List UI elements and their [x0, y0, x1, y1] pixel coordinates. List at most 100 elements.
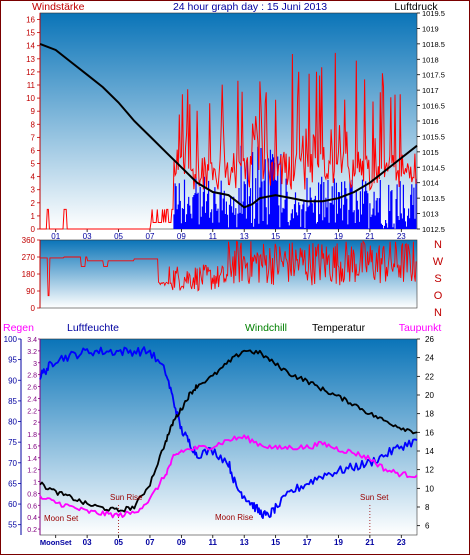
x-tick-label: 05 [114, 232, 123, 241]
x-tick-label: 15 [271, 232, 280, 241]
rain-tick-label: 3.2 [27, 349, 37, 356]
dewpoint-line [39, 434, 418, 519]
x-tick-label: 03 [83, 232, 92, 241]
humidity-tick-label: 75 [8, 438, 17, 447]
rain-tick-label: 0.4 [27, 515, 37, 522]
pressure-tick-label: 1015 [422, 148, 439, 157]
wind-direction-plot: 0 90 180 270 360 [22, 236, 417, 313]
x-tick-label: 05 [114, 538, 123, 547]
rain-tick-label: 2.8 [27, 373, 37, 380]
temperature-tick-label: 10 [425, 484, 434, 493]
rain-tick-label: 2 [33, 420, 37, 427]
x-tick-label: 21 [365, 538, 374, 547]
direction-tick-label: 180 [22, 270, 36, 279]
rain-tick-label: 1.4 [27, 456, 37, 463]
x-tick-label: 23 [397, 232, 406, 241]
humidity-tick-label: 90 [8, 376, 17, 385]
pressure-tick-label: 1014 [422, 179, 439, 188]
wind-tick-label: 8 [31, 120, 36, 129]
direction-label-n-top: N [434, 239, 442, 251]
x-tick-label: 21 [365, 232, 374, 241]
rain-tick-label: 2.6 [27, 385, 37, 392]
wind-tick-label: 12 [26, 68, 35, 77]
temperature-tick-label: 6 [425, 522, 430, 531]
pressure-tick-label: 1014.5 [422, 163, 445, 172]
rain-tick-label: 1.8 [27, 432, 37, 439]
pressure-tick-label: 1016 [422, 117, 439, 126]
wind-tick-label: 9 [31, 107, 36, 116]
humidity-line [39, 346, 418, 519]
pressure-tick-label: 1019.5 [422, 9, 445, 18]
temperature-tick-label: 22 [425, 372, 434, 381]
rain-tick-label: 2.4 [27, 396, 37, 403]
temperature-tick-label: 24 [425, 354, 434, 363]
x-tick-label: 23 [397, 538, 406, 547]
wind-tick-label: 14 [26, 42, 35, 51]
temperature-tick-label: 12 [425, 466, 434, 475]
humidity-tick-label: 60 [8, 500, 17, 509]
humidity-tick-label: 55 [8, 521, 17, 530]
humidity-tick-label: 65 [8, 479, 17, 488]
direction-label-o: O [434, 290, 443, 302]
dewpoint-legend: Taupunkt [399, 322, 442, 334]
rain-tick-label: 1 [33, 480, 37, 487]
temp-humidity-plot-area [39, 338, 418, 536]
wind-pressure-plot: 0123456789101112131415161012.510131013.5… [26, 9, 445, 241]
wind-tick-label: 10 [26, 94, 35, 103]
wind-tick-label: 3 [31, 186, 36, 195]
humidity-tick-label: 85 [8, 397, 17, 406]
direction-tick-label: 270 [22, 253, 36, 262]
pressure-tick-label: 1013 [422, 210, 439, 219]
direction-tick-label: 360 [22, 236, 36, 245]
wind-axis-title: Windstärke [32, 1, 85, 13]
temp-humidity-plot: 55 60 65 70 75 80 85 90 95 100 0.2 0.4 0.6 0.8 1 1.2 1.4… [4, 335, 435, 547]
sunset-annotation: Sun Set [360, 493, 389, 502]
wind-tick-label: 11 [27, 81, 36, 90]
moonset-annotation: Moon Set [44, 514, 79, 523]
pressure-tick-label: 1018 [422, 55, 439, 64]
rain-tick-label: 3 [33, 361, 37, 368]
x-tick-label: 19 [334, 232, 343, 241]
x-tick-label: 03 [83, 538, 92, 547]
pressure-tick-label: 1015.5 [422, 132, 445, 141]
pressure-tick-label: 1012.5 [422, 225, 445, 234]
wind-tick-label: 1 [31, 212, 36, 221]
temperature-tick-label: 26 [425, 335, 434, 344]
humidity-tick-label: 100 [4, 335, 18, 344]
x-tick-label: MoonSet [40, 538, 72, 547]
rain-axis-title: Regen [3, 322, 34, 334]
pressure-tick-label: 1013.5 [422, 194, 445, 203]
x-tick-label: 01 [51, 232, 60, 241]
rain-tick-label: 0.6 [27, 503, 37, 510]
x-tick-label: 17 [303, 232, 312, 241]
x-tick-label: 09 [177, 232, 186, 241]
rain-tick-label: 1.2 [27, 468, 37, 475]
rain-tick-label: 1.6 [27, 444, 37, 451]
temperature-tick-label: 8 [425, 503, 430, 512]
humidity-tick-label: 80 [8, 418, 17, 427]
x-tick-label: 11 [209, 232, 218, 241]
temperature-line [39, 349, 418, 513]
direction-tick-label: 0 [31, 304, 36, 313]
x-tick-label: 07 [146, 538, 155, 547]
pressure-tick-label: 1017 [422, 86, 439, 95]
rain-tick-label: 2.2 [27, 408, 37, 415]
humidity-tick-label: 95 [8, 356, 17, 365]
humidity-tick-label: 70 [8, 459, 17, 468]
direction-label-w: W [433, 256, 444, 268]
x-tick-label: 15 [271, 538, 280, 547]
pressure-line [39, 42, 418, 209]
wind-direction-line [40, 240, 417, 297]
gust-bars [173, 145, 417, 229]
wind-tick-label: 7 [31, 133, 36, 142]
direction-tick-label: 90 [26, 287, 35, 296]
x-tick-label: 19 [334, 538, 343, 547]
wind-tick-label: 2 [31, 199, 36, 208]
pressure-axis-title: Luftdruck [394, 1, 438, 13]
wind-tick-label: 16 [26, 16, 35, 25]
wind-speed-line [40, 52, 417, 230]
x-tick-label: 07 [146, 232, 155, 241]
direction-label-s: S [434, 273, 441, 285]
wind-tick-label: 15 [26, 29, 35, 38]
